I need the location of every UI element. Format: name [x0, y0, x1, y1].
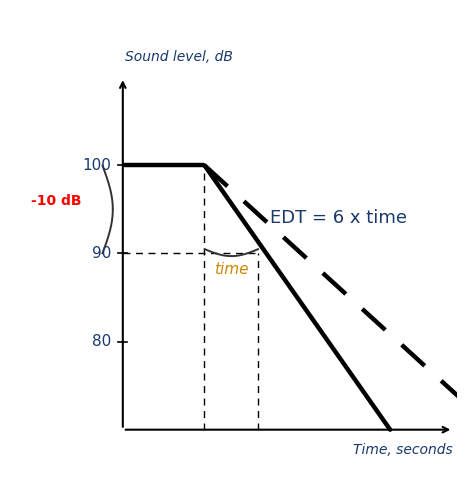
Text: 90: 90	[92, 246, 112, 261]
Text: EDT = 6 x time: EDT = 6 x time	[269, 209, 407, 227]
Text: -10 dB: -10 dB	[31, 194, 82, 208]
Text: 100: 100	[83, 158, 112, 173]
Text: time: time	[214, 262, 248, 277]
Text: Sound level, dB: Sound level, dB	[125, 50, 233, 64]
Text: Time, seconds: Time, seconds	[354, 443, 453, 457]
Text: 80: 80	[92, 334, 112, 349]
